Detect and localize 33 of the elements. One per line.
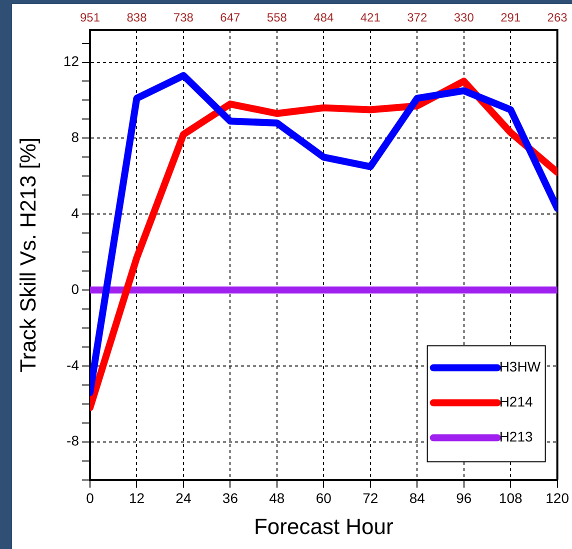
text: 838 — [126, 10, 148, 24]
text: 372 — [407, 10, 428, 24]
x-tick-label: 12 — [128, 490, 145, 506]
legend-label: H3HW — [499, 358, 542, 375]
x-axis-title: Forecast Hour — [254, 514, 394, 539]
text: 330 — [454, 10, 474, 24]
x-tick-label: 48 — [269, 490, 285, 506]
x-tick-label: 120 — [546, 490, 570, 506]
y-tick-label: -8 — [66, 432, 80, 449]
y-tick-label: 8 — [71, 129, 80, 146]
text: 421 — [360, 10, 381, 24]
x-tick-label: 36 — [222, 490, 238, 506]
y-tick-label: 0 — [71, 280, 80, 297]
y-tick-label: -4 — [66, 356, 80, 373]
y-tick-label: 4 — [71, 204, 80, 221]
text: 291 — [500, 10, 521, 24]
x-tick-label: 60 — [316, 490, 332, 506]
x-tick-label: 84 — [409, 490, 426, 506]
x-tick-label: 96 — [456, 490, 472, 506]
legend-label: H213 — [499, 428, 534, 445]
x-tick-label: 24 — [176, 490, 192, 506]
text: 738 — [173, 10, 194, 24]
text: 647 — [220, 10, 241, 24]
x-tick-label: 72 — [362, 490, 378, 506]
text: 484 — [314, 10, 334, 24]
text: 263 — [547, 10, 568, 24]
x-tick-label: 0 — [86, 490, 94, 506]
legend-label: H214 — [499, 394, 534, 410]
text: 951 — [80, 10, 100, 24]
x-tick-label: 108 — [498, 490, 522, 506]
y-axis-title: Track Skill Vs. H213 [%] — [15, 137, 40, 372]
y-tick-label: 12 — [63, 53, 80, 70]
text: 558 — [266, 10, 288, 24]
